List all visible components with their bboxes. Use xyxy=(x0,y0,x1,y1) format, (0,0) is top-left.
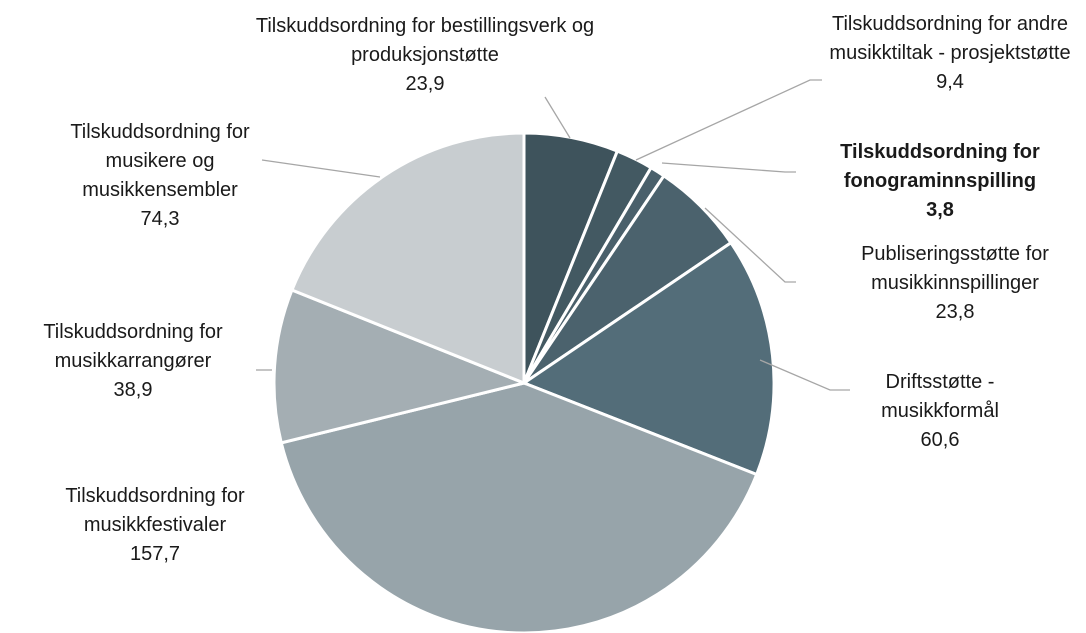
leader-line xyxy=(759,359,850,391)
category-label: Tilskuddsordning for andre musikktiltak … xyxy=(829,13,1071,64)
category-label: Tilskuddsordning for bestillingsverk og … xyxy=(255,15,595,66)
pie-slice xyxy=(520,240,776,477)
category-label: Publiseringsstøtte for musikkinnspilling… xyxy=(861,243,1049,294)
slice-label: Tilskuddsordning for musikkarrangører 38,… xyxy=(3,318,263,405)
leader-line xyxy=(635,79,822,161)
category-label: Driftsstøtte - musikkformål xyxy=(881,371,999,422)
slice-label: Tilskuddsordning for fonograminnspilling… xyxy=(795,138,1085,225)
leader-line xyxy=(544,96,571,139)
value-label: 23,8 xyxy=(935,301,975,323)
category-label: Tilskuddsordning for musikkarrangører xyxy=(43,321,223,372)
pie-slice xyxy=(272,288,529,445)
pie-slice xyxy=(289,131,526,386)
pie-slice xyxy=(279,381,759,633)
category-label: Tilskuddsordning for fonograminnspilling xyxy=(840,141,1040,192)
slice-label: Tilskuddsordning for musikere og musikke… xyxy=(30,118,290,234)
value-label: 60,6 xyxy=(920,429,960,451)
value-label: 23,9 xyxy=(405,73,445,95)
slice-label: Tilskuddsordning for musikkfestivaler 157… xyxy=(25,482,285,569)
leader-line xyxy=(704,207,796,283)
slice-label: Driftsstøtte - musikkformål 60,6 xyxy=(840,368,1040,455)
value-label: 3,8 xyxy=(926,199,954,221)
slice-label: Tilskuddsordning for andre musikktiltak … xyxy=(820,10,1080,97)
value-label: 38,9 xyxy=(113,379,153,401)
slice-label: Publiseringsstøtte for musikkinnspilling… xyxy=(820,240,1086,327)
value-label: 74,3 xyxy=(140,208,180,230)
leader-line xyxy=(261,159,381,178)
value-label: 9,4 xyxy=(936,71,964,93)
leader-line xyxy=(661,162,796,173)
category-label: Tilskuddsordning for musikkfestivaler xyxy=(65,485,245,536)
value-label: 157,7 xyxy=(129,543,181,565)
slice-label: Tilskuddsordning for bestillingsverk og … xyxy=(190,12,660,99)
category-label: Tilskuddsordning for musikere og musikke… xyxy=(70,121,250,201)
